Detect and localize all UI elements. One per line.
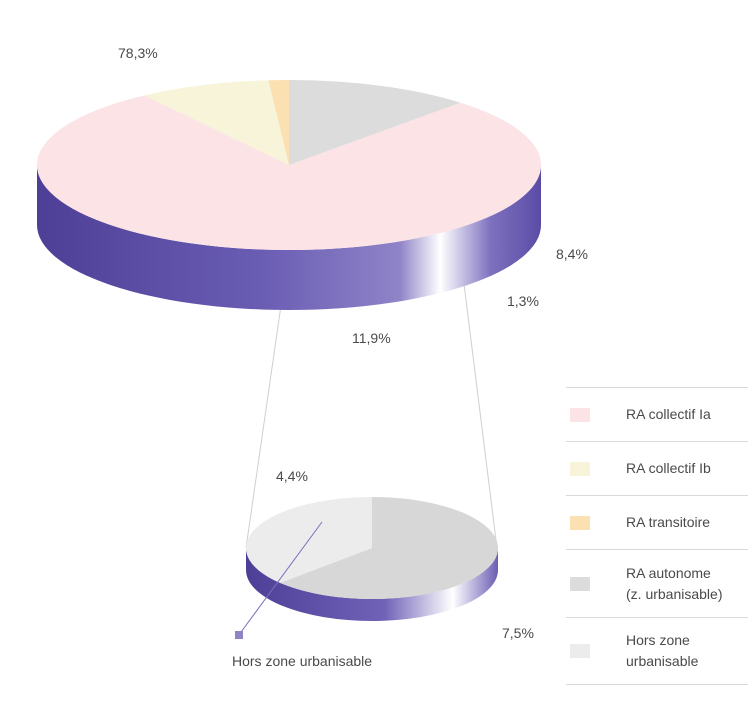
legend-item-ra-autonome-z-urbanisable: RA autonome (z. urbanisable) [566,549,748,617]
legend-swatch [570,576,590,591]
slice-label-ra-collectif-ib: 8,4% [556,246,588,262]
legend-swatch [570,461,590,476]
main-pie-slice-ra-autonome-z-urbanisable [289,80,461,165]
legend-swatch [570,407,590,422]
slice-label-ra-collectif-ia: 78,3% [118,45,158,61]
legend-item-ra-collectif-ia: RA collectif Ia [566,387,748,441]
legend-label: RA collectif Ib [626,460,711,476]
main-pie-slice-ra-collectif-ib [144,80,289,165]
annotation-marker [235,631,243,639]
connector-line-right [457,235,498,549]
chart-legend: RA collectif Ia RA collectif Ib RA transit… [566,387,748,685]
exploded-pie [246,497,499,621]
legend-label: RA collectif Ia [626,406,711,422]
legend-swatch [570,644,590,658]
legend-label: RA transitoire [626,514,711,530]
main-pie-slice-ra-transitoire [268,80,289,165]
exploded-pie-side [246,548,498,621]
legend-item-ra-collectif-ib: RA collectif Ib [566,441,748,495]
main-pie-side [37,165,541,310]
legend-swatch [570,515,590,530]
legend-item-hors-zone-urbanisable: Hors zone urbanisable [566,617,748,685]
main-pie-slice-ra-collectif-ia [37,95,542,251]
slice-label-ra-autonome: 11,9% [352,330,391,346]
main-pie [37,80,542,310]
legend-label: Hors zone urbanisable [626,632,699,669]
legend-label: RA autonome (z. urbanisable) [626,564,723,602]
slice-label-hors-zone: 4,4% [276,468,308,484]
annotation-leader-line [240,521,323,633]
annotation-label: Hors zone urbanisable [232,653,372,669]
slice-label-ra-autonome-urbanisable: 7,5% [502,625,534,641]
legend-item-ra-transitoire: RA transitoire [566,495,748,549]
exploded-pie-slice-ra-autonome-z-urbanisable [280,497,499,599]
slice-label-ra-transitoire: 1,3% [507,293,539,309]
